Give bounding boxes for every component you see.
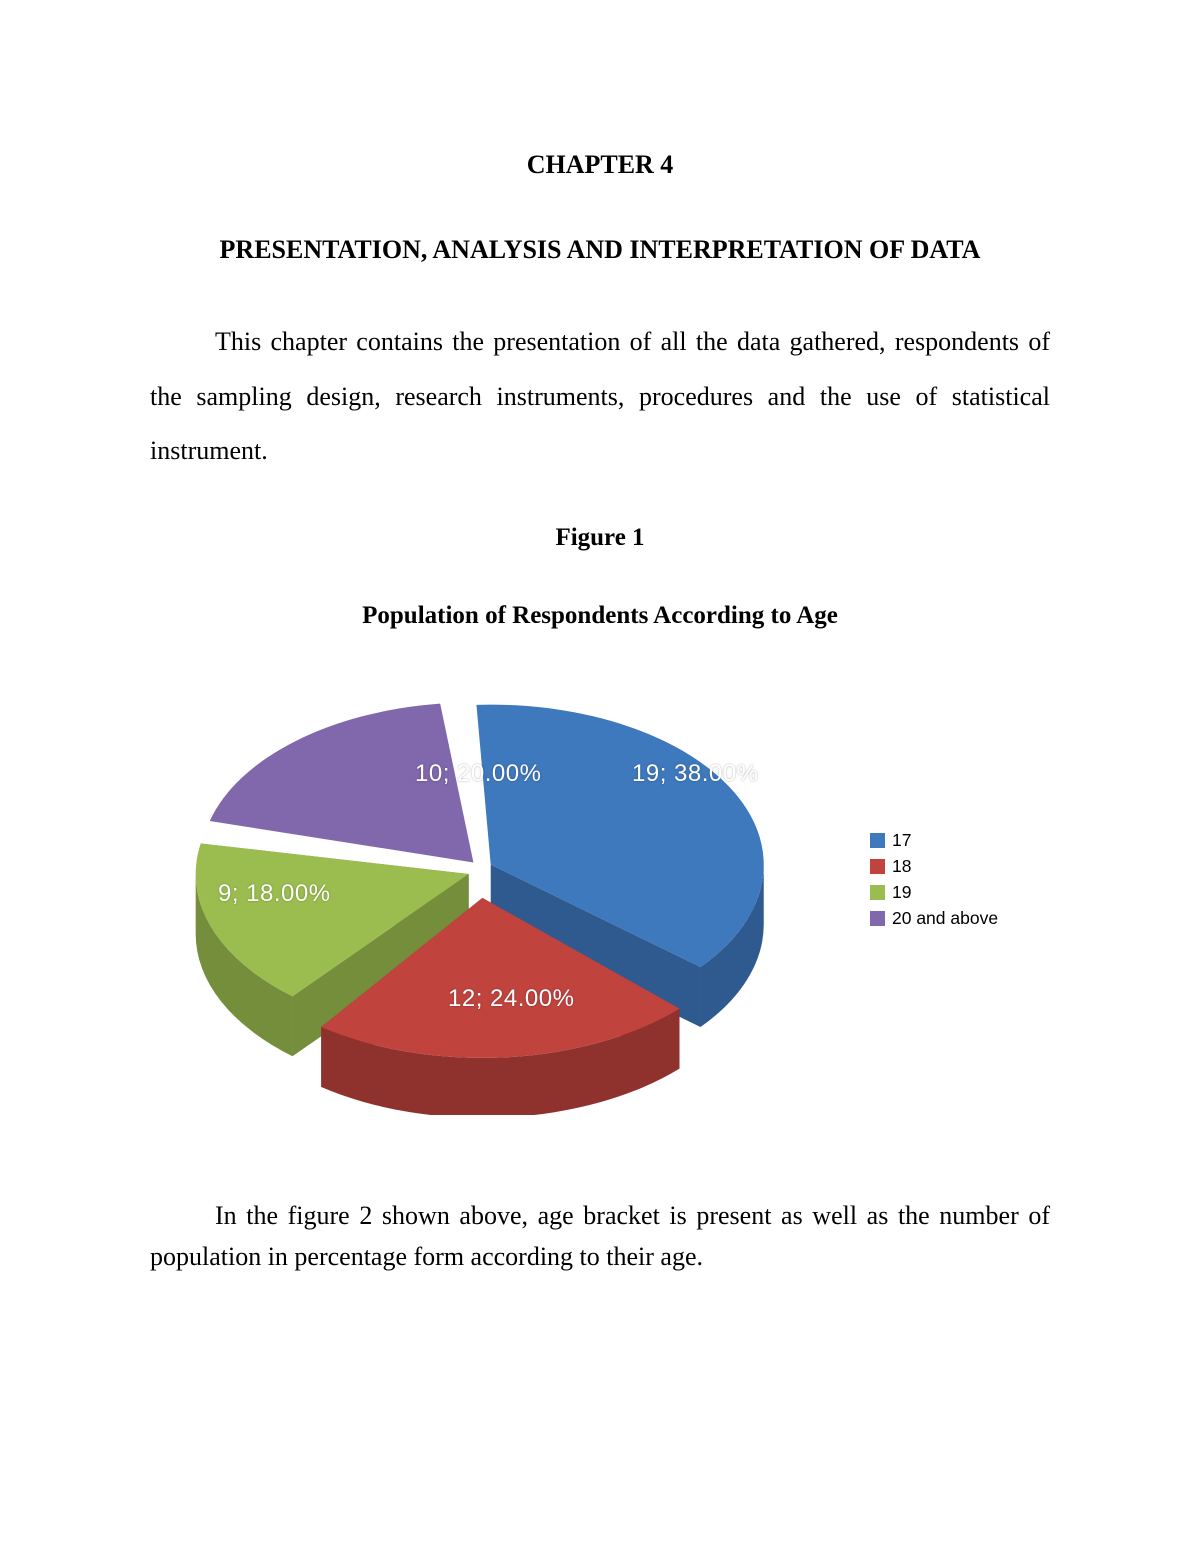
legend-row: 19 — [870, 882, 998, 903]
slice-label-17: 19; 38.00% — [632, 760, 758, 788]
section-title: PRESENTATION, ANALYSIS AND INTERPRETATIO… — [150, 235, 1050, 265]
slice-label-20plus: 10; 20.00% — [415, 760, 541, 788]
legend-row: 17 — [870, 830, 998, 851]
chapter-title: CHAPTER 4 — [150, 150, 1050, 180]
legend-label: 18 — [892, 856, 911, 877]
slice-label-18: 12; 24.00% — [448, 985, 574, 1013]
legend-label: 19 — [892, 882, 911, 903]
figure-label: Figure 1 — [150, 524, 1050, 552]
figure-caption: Population of Respondents According to A… — [150, 602, 1050, 630]
legend-swatch — [870, 859, 885, 874]
pie-chart-legend: 17 18 19 20 and above — [870, 830, 998, 934]
legend-swatch — [870, 911, 885, 926]
slice-label-19: 9; 18.00% — [218, 880, 331, 908]
legend-label: 17 — [892, 830, 911, 851]
pie-chart-container: 19; 38.00% 12; 24.00% 9; 18.00% 10; 20.0… — [150, 685, 1050, 1105]
legend-row: 20 and above — [870, 908, 998, 929]
legend-row: 18 — [870, 856, 998, 877]
legend-swatch — [870, 833, 885, 848]
closing-paragraph: In the figure 2 shown above, age bracket… — [150, 1195, 1050, 1278]
intro-paragraph: This chapter contains the presentation o… — [150, 315, 1050, 479]
legend-swatch — [870, 885, 885, 900]
legend-label: 20 and above — [892, 908, 998, 929]
